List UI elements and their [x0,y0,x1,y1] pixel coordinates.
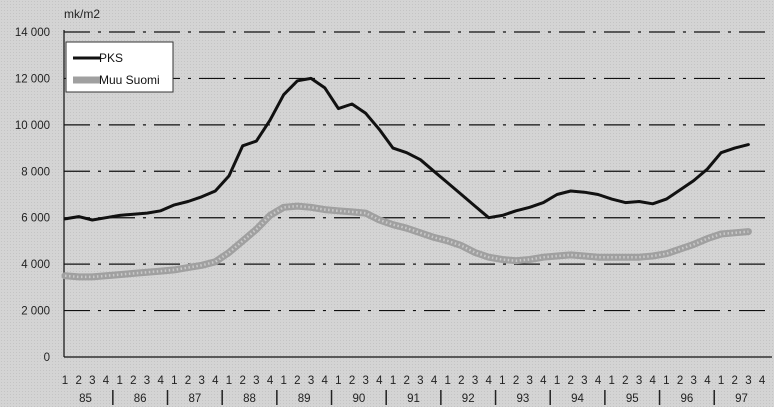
x-quarter-label: 4 [486,375,493,387]
x-quarter-label: 1 [554,375,560,387]
x-quarter-label: 4 [212,375,219,387]
x-year-label: 91 [407,393,420,405]
legend-box [65,41,174,93]
series-lines [61,76,752,281]
y-tick-label: 0 [44,352,50,364]
x-quarter-label: 1 [226,375,232,387]
x-quarter-label: 1 [335,375,341,387]
x-quarter-label: 3 [253,375,259,387]
y-tick-label: 14 000 [15,27,50,39]
x-quarter-label: 3 [308,375,314,387]
x-quarter-label: 2 [403,375,409,387]
x-quarter-label: 4 [376,375,383,387]
y-axis-ticks: 0 2 000 4 000 6 000 8 000 10 000 12 000 14 000 [15,27,50,364]
x-year-label: 97 [735,393,748,405]
x-quarter-label: 4 [157,375,164,387]
x-year-label: 90 [352,393,365,405]
x-quarter-label: 3 [691,375,697,387]
x-quarter-label: 4 [650,375,657,387]
x-quarter-label: 1 [171,375,177,387]
x-quarter-label: 2 [622,375,628,387]
x-year-label: 86 [134,393,147,405]
x-quarter-label: 1 [718,375,724,387]
x-quarter-label: 3 [89,375,95,387]
x-quarter-label: 2 [294,375,300,387]
x-quarter-label: 4 [759,375,766,387]
x-quarter-label: 3 [417,375,423,387]
x-quarter-label: 2 [349,375,355,387]
y-tick-label: 2 000 [21,306,50,318]
x-quarter-label: 2 [458,375,464,387]
y-tick-label: 10 000 [15,120,50,132]
x-quarter-label: 3 [198,375,204,387]
x-year-label: 85 [79,393,92,405]
x-quarter-label: 1 [390,375,396,387]
x-quarter-label: 2 [513,375,519,387]
x-quarter-label: 3 [472,375,478,387]
y-tick-label: 12 000 [15,73,50,85]
y-tick-label: 6 000 [21,213,50,225]
series-line-texture [64,204,749,279]
y-tick-label: 4 000 [21,259,50,271]
x-quarter-label: 2 [568,375,574,387]
x-quarter-label: 3 [144,375,150,387]
x-quarter-label: 4 [267,375,274,387]
legend-label-muu-suomi: Muu Suomi [99,73,160,87]
x-quarter-label: 1 [499,375,505,387]
legend: PKS Muu Suomi [65,41,174,93]
x-year-label: 93 [516,393,529,405]
x-quarter-label: 3 [527,375,533,387]
x-quarter-label: 1 [663,375,669,387]
x-quarter-label: 4 [103,375,110,387]
x-quarter-label: 2 [130,375,136,387]
x-year-label: 89 [298,393,311,405]
series-line-pks [63,76,750,222]
x-quarter-label: 4 [431,375,438,387]
x-year-label: 95 [626,393,639,405]
x-quarter-label: 3 [362,375,368,387]
x-quarter-label: 2 [185,375,191,387]
gridlines [64,31,772,312]
x-year-label: 88 [243,393,256,405]
x-quarter-label: 1 [444,375,450,387]
x-quarter-label: 4 [595,375,602,387]
x-quarter-label: 3 [636,375,642,387]
x-quarter-label: 1 [280,375,286,387]
x-year-label: 94 [571,393,584,405]
x-quarter-label: 3 [581,375,587,387]
x-quarter-label: 2 [75,375,81,387]
x-quarter-label: 3 [745,375,751,387]
x-year-label: 96 [680,393,693,405]
y-axis-unit-label: mk/m2 [64,7,100,21]
x-year-label: 87 [188,393,201,405]
x-quarter-label: 1 [609,375,615,387]
y-tick-label: 8 000 [21,166,50,178]
series-line-muu-suomi [61,202,752,281]
x-quarter-label: 1 [62,375,68,387]
x-quarter-label: 2 [732,375,738,387]
legend-label-pks: PKS [99,51,123,65]
x-quarter-label: 1 [116,375,122,387]
x-quarter-label: 4 [540,375,547,387]
x-quarter-label: 2 [239,375,245,387]
x-year-label: 92 [462,393,475,405]
x-quarter-label: 2 [677,375,683,387]
x-quarter-label: 4 [321,375,328,387]
x-quarter-label: 4 [704,375,711,387]
